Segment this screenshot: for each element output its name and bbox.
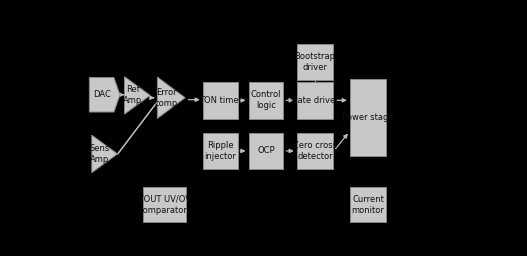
FancyBboxPatch shape — [350, 187, 386, 222]
Text: TON timer: TON timer — [199, 96, 242, 105]
Text: Gate driver: Gate driver — [291, 96, 339, 105]
Text: Power stage: Power stage — [343, 113, 394, 122]
Text: Zero cross
detector: Zero cross detector — [293, 141, 337, 161]
FancyBboxPatch shape — [297, 82, 334, 119]
Polygon shape — [158, 77, 185, 119]
FancyBboxPatch shape — [203, 133, 238, 169]
FancyBboxPatch shape — [297, 44, 334, 80]
FancyBboxPatch shape — [249, 133, 284, 169]
Text: Current
monitor: Current monitor — [352, 195, 385, 215]
Polygon shape — [90, 78, 120, 112]
FancyBboxPatch shape — [297, 133, 334, 169]
FancyBboxPatch shape — [350, 79, 386, 156]
Polygon shape — [92, 135, 118, 173]
FancyBboxPatch shape — [249, 82, 284, 119]
Text: DAC: DAC — [94, 90, 112, 99]
Text: Bootstrap
driver: Bootstrap driver — [295, 52, 336, 72]
FancyBboxPatch shape — [203, 82, 238, 119]
Text: Ref
Amp: Ref Amp — [123, 85, 142, 105]
FancyBboxPatch shape — [143, 187, 186, 222]
Text: Error
comp: Error comp — [154, 88, 178, 108]
Text: OCP: OCP — [257, 146, 275, 155]
Text: Sens
Amp: Sens Amp — [90, 144, 110, 164]
Text: VOUT UV/OV
comparators: VOUT UV/OV comparators — [138, 195, 191, 215]
Text: Control
logic: Control logic — [251, 90, 281, 110]
Text: Ripple
injector: Ripple injector — [204, 141, 236, 161]
Polygon shape — [124, 77, 150, 114]
